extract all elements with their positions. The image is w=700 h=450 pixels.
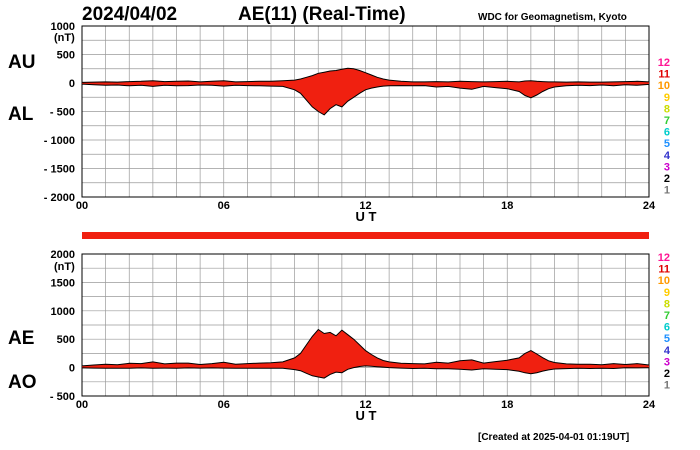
- xtick-label: 06: [218, 200, 230, 212]
- xtick-label: 06: [218, 399, 230, 411]
- source-label: WDC for Geomagnetism, Kyoto: [478, 12, 627, 23]
- created-timestamp: [Created at 2025-04-01 01:19UT]: [478, 432, 630, 443]
- level-label: 12: [658, 252, 670, 264]
- level-label: 12: [658, 57, 670, 69]
- level-label: 10: [658, 275, 670, 287]
- level-label: 2: [664, 368, 670, 380]
- ae-label: AE: [8, 328, 35, 349]
- level-label: 1: [664, 185, 670, 197]
- ytick-label: 1000: [51, 21, 75, 33]
- level-label: 7: [664, 115, 670, 127]
- level-label: 9: [664, 92, 670, 104]
- xtick-label: 18: [501, 399, 513, 411]
- xtick-label: 24: [643, 399, 656, 411]
- level-label: 11: [658, 264, 670, 276]
- ytick-label: - 1000: [44, 135, 75, 147]
- series-line-ao: [81, 365, 650, 379]
- ytick-label: - 1500: [44, 164, 75, 176]
- level-label: 6: [664, 127, 670, 139]
- separator-bar: [82, 232, 649, 239]
- date-label: 2024/04/02: [82, 4, 178, 25]
- level-label: 1: [664, 380, 670, 392]
- top-unit-label: (nT): [54, 32, 75, 44]
- ytick-label: - 500: [50, 391, 75, 403]
- plot-frame: [81, 253, 650, 397]
- plot-frame: [81, 25, 650, 198]
- xtick-label: 18: [501, 200, 513, 212]
- ytick-label: - 500: [50, 107, 75, 119]
- ytick-label: 1000: [51, 306, 75, 318]
- level-label: 5: [664, 138, 670, 150]
- al-label: AL: [8, 104, 34, 125]
- series-line-au: [81, 67, 650, 83]
- ytick-label: 500: [57, 334, 75, 346]
- ytick-label: 0: [69, 78, 75, 90]
- xtick-label: 12: [359, 399, 371, 411]
- level-label: 8: [664, 298, 670, 310]
- level-label: 11: [658, 69, 670, 81]
- level-label: 4: [664, 345, 671, 357]
- bottom-xaxis-label: U T: [355, 408, 377, 423]
- band-fill: [82, 329, 649, 379]
- ytick-label: - 2000: [44, 192, 75, 204]
- bottom-unit-label: (nT): [54, 261, 75, 273]
- level-label: 7: [664, 310, 670, 322]
- ytick-label: 0: [69, 363, 75, 375]
- ytick-label: 2000: [51, 249, 75, 261]
- level-label: 3: [664, 161, 670, 173]
- top-xaxis-label: U T: [355, 209, 377, 224]
- ytick-label: 500: [57, 50, 75, 62]
- chart-title: AE(11) (Real-Time): [238, 4, 406, 25]
- level-label: 9: [664, 287, 670, 299]
- series-line-al: [81, 83, 650, 116]
- level-label: 2: [664, 173, 670, 185]
- level-label: 4: [664, 150, 671, 162]
- level-label: 5: [664, 333, 670, 345]
- series-line-ae: [81, 328, 650, 367]
- xtick-label: 00: [76, 399, 88, 411]
- xtick-label: 00: [76, 200, 88, 212]
- level-label: 3: [664, 356, 670, 368]
- au-label: AU: [8, 52, 36, 73]
- level-label: 10: [658, 80, 670, 92]
- ytick-label: 1500: [51, 277, 75, 289]
- band-fill: [82, 68, 649, 115]
- level-label: 8: [664, 103, 670, 115]
- level-label: 6: [664, 322, 670, 334]
- xtick-label: 12: [359, 200, 371, 212]
- ao-label: AO: [8, 372, 37, 393]
- xtick-label: 24: [643, 200, 656, 212]
